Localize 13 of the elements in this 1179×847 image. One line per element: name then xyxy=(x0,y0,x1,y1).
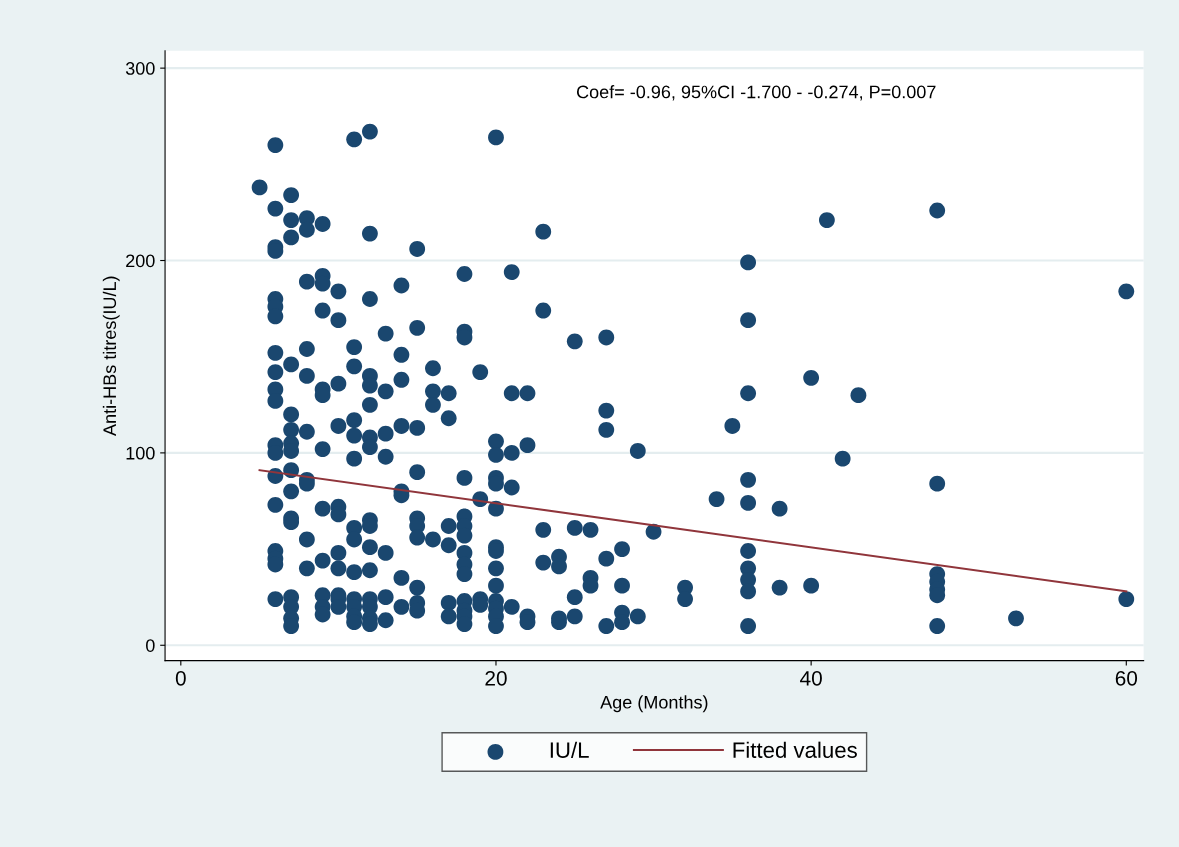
legend-label: IU/L xyxy=(550,741,589,758)
y-tick-label: 300 xyxy=(125,62,155,75)
x-tick-label: 0 xyxy=(175,670,186,686)
y-axis-title: Anti-HBs titres(IU/L) xyxy=(102,276,120,436)
x-tick-label: 40 xyxy=(800,670,822,686)
x-tick-label: 60 xyxy=(1115,670,1138,686)
x-axis-title: Age (Months) xyxy=(600,695,708,713)
y-tick-label: 100 xyxy=(126,446,155,460)
annotation: Coef= -0.96, 95%CI -1.700 - -0.274, P=0.007 xyxy=(576,85,936,101)
x-tick-label: 20 xyxy=(485,670,507,686)
legend-label: Fitted values xyxy=(733,741,857,758)
y-tick-label: 0 xyxy=(146,639,155,652)
y-tick-label: 200 xyxy=(126,254,155,268)
